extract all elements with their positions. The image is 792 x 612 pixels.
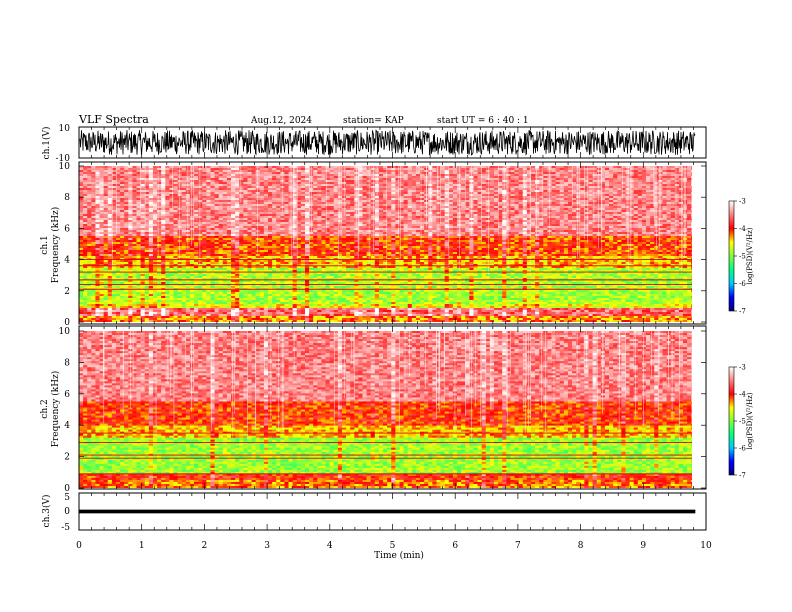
- ch1-spectrogram-ylabel-frequency: Frequency (kHz): [50, 207, 61, 284]
- figure-station: station= KAP: [343, 116, 404, 126]
- ch1-colorbar-tick-label: -6: [739, 280, 746, 288]
- figure-start-time: start UT = 6 : 40 : 1: [437, 116, 529, 126]
- ch2-spectrogram-ytick-label: 6: [64, 390, 70, 400]
- ch3-waveform-trace: [79, 509, 696, 514]
- ch1-spectrogram-yticks: 0 2 4 6 8 10: [59, 162, 706, 328]
- ch2-spectrogram-yticks: 0 2 4 6 8 10: [59, 327, 706, 494]
- ch2-colorbar-tick-label: -7: [739, 472, 746, 480]
- ch1-colorbar-tick-label: -7: [739, 308, 746, 316]
- ch2-colorbar: -3 -4 -5 -6 -7 log(PSD)(V²/Hz): [728, 364, 754, 480]
- ch1-spectrogram-panel: 0 2 4 6 8 10 ch.1 Frequency (kHz): [40, 161, 707, 328]
- time-tick-label: 7: [515, 541, 521, 551]
- time-tick-label: 4: [327, 541, 333, 551]
- ch1-waveform-ylabel: ch.1(V): [41, 127, 52, 160]
- time-tick-label: 6: [452, 541, 458, 551]
- time-tick-label: 10: [700, 541, 712, 551]
- ch2-colorbar-tick-label: -6: [739, 445, 746, 453]
- ch1-colorbar-label: log(PSD)(V²/Hz): [746, 227, 754, 284]
- ch1-colorbar-ticks: -3 -4 -5 -6 -7: [734, 198, 746, 316]
- ch2-spectrogram-ytick-label: 8: [64, 358, 70, 368]
- ch1-waveform-trace: [79, 129, 696, 156]
- ch3-ytick-bottom: -5: [61, 523, 70, 533]
- time-axis-title: Time (min): [374, 550, 424, 561]
- ch1-colorbar-tick-label: -5: [739, 253, 746, 261]
- time-tick-label: 1: [139, 541, 145, 551]
- ch3-waveform-ylabel: ch.3(V): [41, 495, 52, 528]
- figure-title: VLF Spectra: [78, 113, 149, 126]
- ch1-colorbar: -3 -4 -5 -6 -7 log(PSD)(V²/Hz): [728, 198, 754, 316]
- ch1-waveform-panel: 10 -10 ch.1(V): [41, 124, 707, 164]
- time-tick-label: 8: [578, 541, 584, 551]
- ch2-colorbar-tick-label: -3: [739, 364, 746, 372]
- ch2-colorbar-tick-label: -5: [739, 418, 746, 426]
- ch1-spectrogram-ytick-label: 8: [64, 193, 70, 203]
- ch2-spectrogram-ylabel-channel: ch.2: [40, 399, 50, 418]
- ch2-spectrogram-ytick-label: 0: [64, 484, 70, 494]
- ch3-waveform-xticks: [78, 493, 707, 530]
- ch1-colorbar-tick-label: -4: [739, 225, 746, 233]
- ch3-ytick-top: 5: [64, 493, 70, 503]
- ch2-spectrogram-ytick-label: 4: [64, 421, 70, 431]
- ch2-colorbar-tick-label: -4: [739, 391, 746, 399]
- ch2-colorbar-ticks: -3 -4 -5 -6 -7: [734, 364, 746, 480]
- ch3-waveform-panel: 5 0 -5 ch.3(V) 0 1 2 3 4 5 6 7 8 9 10 Time (min): [41, 492, 712, 561]
- figure-date: Aug.12, 2024: [250, 116, 312, 126]
- ch2-spectrogram-ylabel-frequency: Frequency (kHz): [50, 371, 61, 448]
- ch1-colorbar-tick-label: -3: [739, 198, 746, 206]
- ch1-spectrogram-ytick-label: 4: [64, 256, 70, 266]
- ch1-spectrogram-image: [79, 166, 692, 322]
- ch2-spectrogram-panel: 0 2 4 6 8 10 ch.2 Frequency (kHz): [40, 325, 707, 494]
- ch2-spectrogram-ytick-label: 2: [64, 453, 70, 463]
- ch2-spectrogram-ytick-label: 10: [59, 327, 71, 337]
- ch1-ytick-bottom: -10: [56, 154, 71, 164]
- ch3-ytick-middle: 0: [64, 507, 70, 517]
- time-tick-label: 2: [202, 541, 208, 551]
- ch1-spectrogram-ylabel-channel: ch.1: [40, 235, 50, 254]
- time-tick-label: 5: [390, 541, 396, 551]
- ch2-spectrogram-image: [79, 331, 692, 488]
- ch2-spectrogram-xticks: [78, 326, 707, 489]
- ch1-ytick-top: 10: [59, 124, 71, 134]
- time-tick-label: 9: [640, 541, 646, 551]
- time-axis-labels: 0 1 2 3 4 5 6 7 8 9 10: [76, 541, 712, 551]
- ch1-spectrogram-ytick-label: 6: [64, 224, 70, 234]
- ch1-spectrogram-xticks: [78, 162, 707, 324]
- ch1-spectrogram-ytick-label: 10: [59, 162, 71, 172]
- ch2-colorbar-label: log(PSD)(V²/Hz): [746, 392, 754, 449]
- ch1-spectrogram-ytick-label: 2: [64, 287, 70, 297]
- ch1-spectrogram-ytick-label: 0: [64, 318, 70, 328]
- time-tick-label: 0: [76, 541, 82, 551]
- time-tick-label: 3: [264, 541, 270, 551]
- ch1-waveform-xticks: [78, 127, 707, 158]
